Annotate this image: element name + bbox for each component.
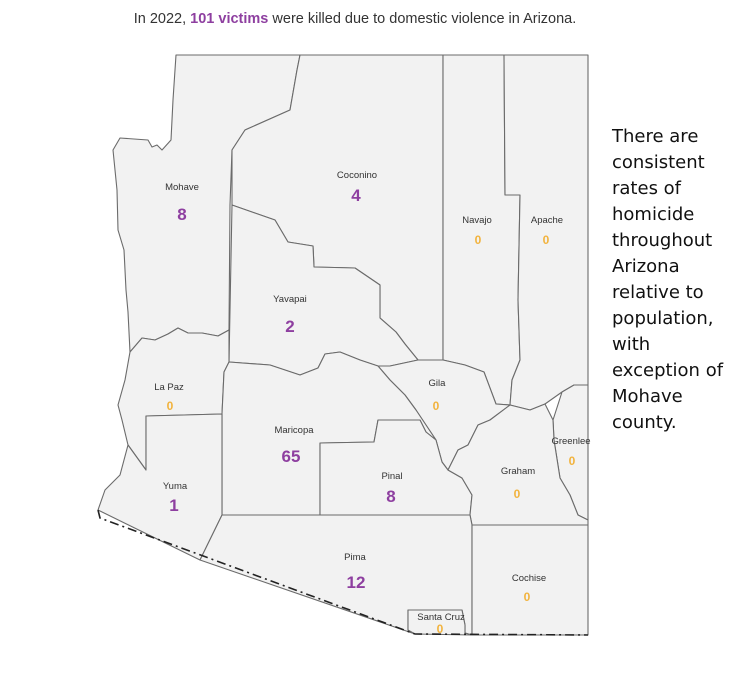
county-name-cochise: Cochise <box>512 573 546 584</box>
county-value-navajo: 0 <box>475 233 482 247</box>
county-value-mohave: 8 <box>177 205 186 224</box>
county-name-santa-cruz: Santa Cruz <box>417 612 465 623</box>
county-name-maricopa: Maricopa <box>274 425 314 436</box>
arizona-county-map: Mohave 8 Coconino 4 Navajo 0 Apache 0 Ya… <box>97 54 591 636</box>
county-name-la-paz: La Paz <box>154 382 184 393</box>
county-shape-santa-cruz[interactable] <box>407 609 473 636</box>
county-value-santa-cruz: 0 <box>437 622 444 636</box>
headline: In 2022, 101 victims were killed due to … <box>0 11 710 27</box>
county-value-apache: 0 <box>543 233 550 247</box>
county-name-gila: Gila <box>429 378 447 389</box>
headline-suffix: were killed due to domestic violence in … <box>268 11 577 27</box>
county-name-graham: Graham <box>501 466 535 477</box>
county-name-pima: Pima <box>344 552 366 563</box>
county-value-graham: 0 <box>514 487 521 501</box>
county-name-yuma: Yuma <box>163 481 188 492</box>
county-value-maricopa: 65 <box>282 447 301 466</box>
county-name-mohave: Mohave <box>165 182 199 193</box>
headline-highlight: 101 victims <box>190 11 269 27</box>
headline-prefix: In 2022, <box>133 11 191 27</box>
county-name-pinal: Pinal <box>381 471 402 482</box>
county-labels: Mohave 8 Coconino 4 Navajo 0 Apache 0 Ya… <box>154 170 590 636</box>
map-svg: Mohave 8 Coconino 4 Navajo 0 Apache 0 Ya… <box>97 54 591 636</box>
county-value-coconino: 4 <box>351 186 361 205</box>
county-value-pinal: 8 <box>386 487 395 506</box>
county-value-greenlee: 0 <box>569 454 576 468</box>
county-name-apache: Apache <box>531 215 563 226</box>
county-value-gila: 0 <box>433 399 440 413</box>
county-value-cochise: 0 <box>524 590 531 604</box>
county-value-la-paz: 0 <box>167 399 174 413</box>
county-name-navajo: Navajo <box>462 215 492 226</box>
county-shape-yuma[interactable] <box>97 413 223 561</box>
side-note: There are consistent rates of homicide t… <box>612 126 724 433</box>
county-name-coconino: Coconino <box>337 170 377 181</box>
county-value-yavapai: 2 <box>285 317 294 336</box>
mexico-border-line <box>97 509 589 636</box>
county-name-greenlee: Greenlee <box>551 436 590 447</box>
county-value-pima: 12 <box>347 573 366 592</box>
county-name-yavapai: Yavapai <box>273 294 307 305</box>
county-value-yuma: 1 <box>169 496 178 515</box>
county-shapes <box>97 54 589 636</box>
